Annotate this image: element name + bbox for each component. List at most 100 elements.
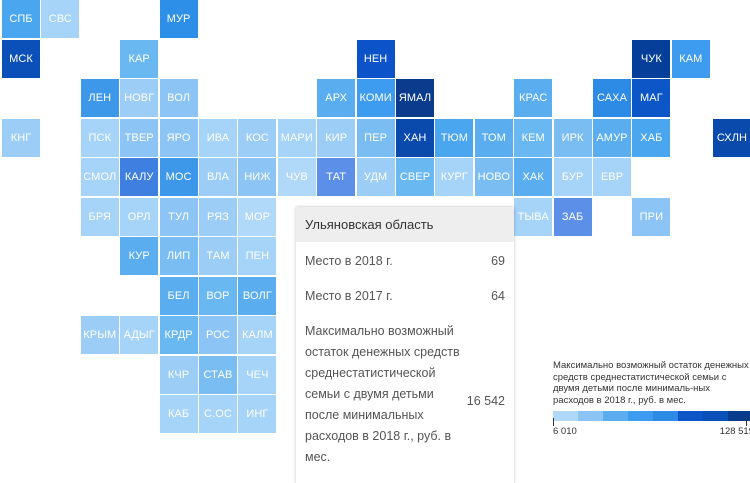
region-tile[interactable]: АДЫГ [120, 316, 159, 354]
region-tile[interactable]: ИРК [553, 118, 592, 157]
legend-swatch [678, 411, 703, 421]
region-tile[interactable]: ТАТ [317, 158, 356, 196]
region-tile[interactable]: РОС [199, 316, 237, 354]
tooltip-title: Ульяновская область [296, 207, 514, 242]
legend-title: Максимально возможный остаток денежных с… [553, 360, 749, 406]
region-tile[interactable]: АМУР [593, 118, 631, 157]
region-tile[interactable]: С.ОС [199, 395, 237, 433]
tooltip-rank-2017-value: 64 [491, 289, 505, 303]
region-tile[interactable]: КЕМ [514, 118, 553, 157]
region-tile[interactable]: ЧУК [632, 39, 671, 78]
color-legend: Максимально возможный остаток денежных с… [553, 360, 750, 437]
region-tile[interactable]: КРАС [514, 79, 553, 117]
tooltip-balance-value: 16 542 [466, 394, 505, 408]
region-tile[interactable]: ВОЛ [159, 79, 198, 117]
legend-swatch [578, 411, 603, 421]
region-tile[interactable]: ЛИП [159, 237, 198, 275]
region-tile[interactable]: КРДР [159, 316, 198, 354]
tooltip-row-balance: Максимально возможный остаток денежных с… [305, 321, 505, 468]
region-tile[interactable]: БРЯ [80, 197, 119, 236]
region-tile[interactable]: НОВО [474, 158, 513, 196]
tooltip-row-rank-2017: Место в 2017 г. 64 [305, 289, 505, 303]
region-tile[interactable]: ЧЕЧ [238, 355, 277, 394]
tooltip-rank-2017-label: Место в 2017 г. [305, 289, 393, 303]
region-tile[interactable]: МСК [2, 39, 40, 78]
region-tile[interactable]: МАГ [632, 79, 671, 117]
legend-swatch [703, 411, 728, 421]
legend-color-scale [553, 411, 750, 421]
region-tile[interactable]: КАБ [159, 395, 198, 433]
tooltip-row-rank-2018: Место в 2018 г. 69 [305, 254, 505, 268]
region-tile[interactable]: СХЛН [713, 118, 750, 157]
region-tile[interactable]: ТЮМ [435, 118, 474, 157]
region-tile[interactable]: МУР [159, 0, 198, 38]
region-tile[interactable]: КОМИ [356, 79, 395, 117]
region-tile[interactable]: БЕЛ [159, 276, 198, 315]
region-tile[interactable]: МАРИ [277, 118, 316, 157]
region-tile[interactable]: КАЛМ [238, 316, 277, 354]
region-tile[interactable]: ПСК [80, 118, 119, 157]
legend-max-tick [746, 418, 747, 426]
region-tile[interactable]: ЧУВ [277, 158, 316, 196]
region-tile[interactable]: КАЛУ [120, 158, 159, 196]
legend-swatch [553, 411, 578, 421]
legend-max-value: 128 519 [719, 426, 750, 437]
legend-swatch [603, 411, 628, 421]
region-tile[interactable]: СМОЛ [80, 158, 119, 196]
region-tile[interactable]: ТАМ [199, 237, 237, 275]
region-tile[interactable]: ТЫВА [514, 197, 553, 236]
region-tile[interactable]: ЯМАЛ [396, 79, 434, 117]
region-tile[interactable]: САХА [593, 79, 631, 117]
region-tile[interactable]: ОРЛ [120, 197, 159, 236]
region-tile[interactable]: ЕВР [593, 158, 631, 196]
region-tile[interactable]: КУР [120, 237, 159, 275]
region-tile[interactable]: АРХ [317, 79, 356, 117]
region-tile[interactable]: ТУЛ [159, 197, 198, 236]
region-tile[interactable]: ТВЕР [120, 118, 159, 157]
legend-swatch [653, 411, 678, 421]
legend-min-tick [553, 418, 554, 426]
region-tile[interactable]: ВОЛГ [238, 276, 277, 315]
region-tile[interactable]: КАМ [671, 39, 710, 78]
region-tile[interactable]: МОР [238, 197, 277, 236]
tooltip-rank-2018-label: Место в 2018 г. [305, 254, 393, 268]
region-tile[interactable]: ХАБ [632, 118, 671, 157]
region-tile[interactable]: РЯЗ [199, 197, 237, 236]
region-tile[interactable]: КЧР [159, 355, 198, 394]
region-tile[interactable]: ПЕН [238, 237, 277, 275]
region-tile[interactable]: ТОМ [474, 118, 513, 157]
region-tile[interactable]: КРЫМ [80, 316, 119, 354]
region-tile[interactable]: НЕН [356, 39, 395, 78]
region-tile[interactable]: КУРГ [435, 158, 474, 196]
region-tile[interactable]: ИВА [199, 118, 237, 157]
tooltip-rank-2018-value: 69 [491, 254, 505, 268]
region-tile[interactable]: БУР [553, 158, 592, 196]
region-tile[interactable]: НОВГ [120, 79, 159, 117]
region-tile[interactable]: УДМ [356, 158, 395, 196]
region-tile[interactable]: ЯРО [159, 118, 198, 157]
region-tooltip: Ульяновская область Место в 2018 г. 69 М… [296, 207, 514, 483]
region-tile[interactable]: КНГ [2, 118, 40, 157]
legend-swatch [628, 411, 653, 421]
region-tile[interactable]: ПЕР [356, 118, 395, 157]
region-tile[interactable]: КИР [317, 118, 356, 157]
region-tile[interactable]: МОС [159, 158, 198, 196]
region-tile[interactable]: ХАК [514, 158, 553, 196]
region-tile[interactable]: НИЖ [238, 158, 277, 196]
region-tile[interactable]: СВС [41, 0, 80, 38]
region-tile[interactable]: ИНГ [238, 395, 277, 433]
region-tile[interactable]: СПБ [2, 0, 40, 38]
region-tile[interactable]: ВОР [199, 276, 237, 315]
region-tile[interactable]: ПРИ [632, 197, 671, 236]
region-tile[interactable]: СТАВ [199, 355, 237, 394]
tooltip-balance-label: Максимально возможный остаток денежных с… [305, 324, 460, 464]
region-tile[interactable]: ЛЕН [80, 79, 119, 117]
region-tile[interactable]: КАР [120, 39, 159, 78]
region-tile[interactable]: ЗАБ [553, 197, 592, 236]
legend-min-value: 6 010 [553, 426, 577, 437]
region-tile[interactable]: СВЕР [396, 158, 434, 196]
region-tile[interactable]: КОС [238, 118, 277, 157]
region-tile[interactable]: ХАН [396, 118, 434, 157]
region-tile[interactable]: ВЛА [199, 158, 237, 196]
legend-swatch [728, 411, 750, 421]
